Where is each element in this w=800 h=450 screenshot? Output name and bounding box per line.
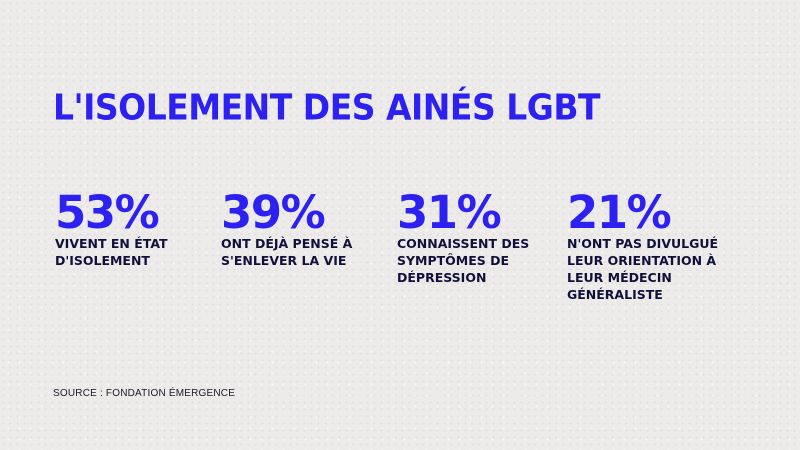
stat-percentage: 53% — [55, 186, 160, 239]
stat-item: 31% CONNAISSENT DES SYMPTÔMES DE DÉPRESS… — [397, 186, 530, 286]
stat-percentage: 21% — [567, 186, 672, 239]
page-title: L'ISOLEMENT DES AINÉS LGBT — [53, 86, 601, 129]
stat-percentage: 31% — [397, 186, 502, 239]
stat-description: ONT DÉJÀ PENSÉ À S'ENLEVER LA VIE — [221, 236, 353, 268]
stat-item: 21% N'ONT PAS DIVULGUÉ LEUR ORIENTATION … — [567, 186, 719, 303]
source-note: SOURCE : FONDATION ÉMERGENCE — [53, 388, 236, 399]
stat-description: CONNAISSENT DES SYMPTÔMES DE DÉPRESSION — [397, 236, 530, 285]
stats-row: 53% VIVENT EN ÉTAT D'ISOLEMENT 39% ONT D… — [0, 186, 800, 312]
stat-item: 39% ONT DÉJÀ PENSÉ À S'ENLEVER LA VIE — [221, 186, 353, 269]
stat-description: N'ONT PAS DIVULGUÉ LEUR ORIENTATION À LE… — [567, 236, 719, 302]
stat-percentage: 39% — [221, 186, 326, 239]
stat-item: 53% VIVENT EN ÉTAT D'ISOLEMENT — [55, 186, 168, 269]
stat-description: VIVENT EN ÉTAT D'ISOLEMENT — [55, 236, 168, 268]
